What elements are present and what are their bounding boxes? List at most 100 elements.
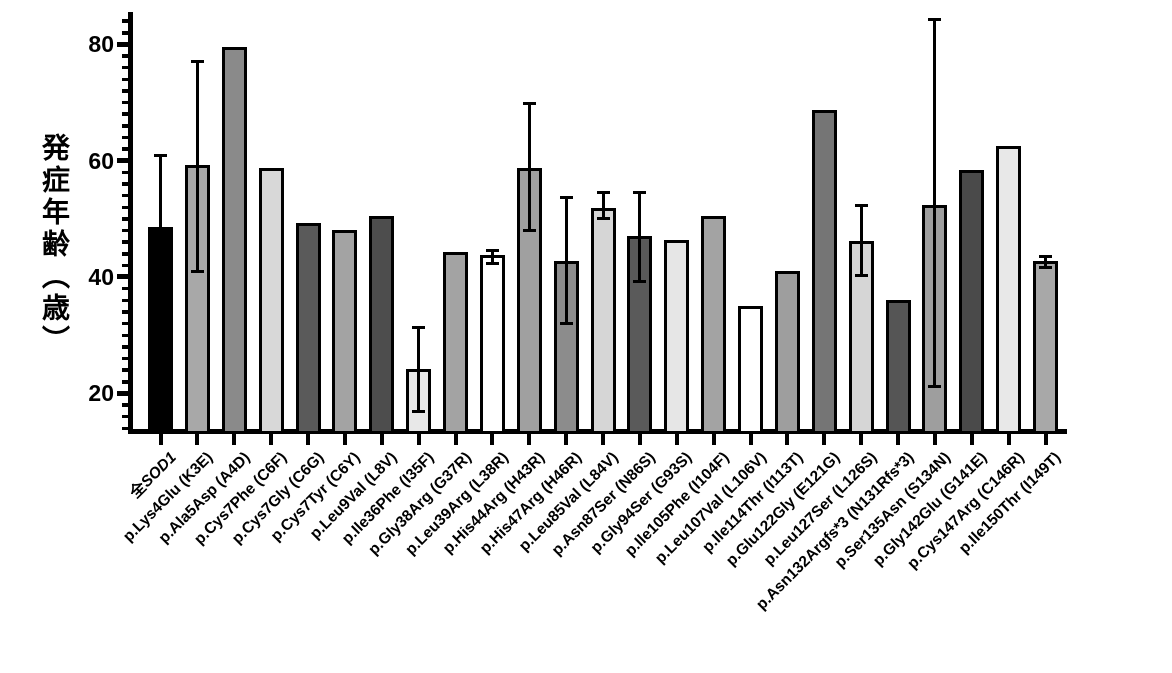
y-minor-tick [122,89,128,93]
y-tick-label: 80 [88,31,114,58]
error-bar-line [601,191,605,220]
bar [774,270,800,434]
bar [664,239,690,434]
y-minor-tick [122,65,128,70]
error-bar-line [564,197,568,324]
bar [258,168,284,434]
bar [738,305,763,434]
y-minor-tick [122,112,128,116]
bar [959,170,985,434]
error-bar-cap-bottom [190,270,204,274]
error-bar-cap-bottom [412,410,426,414]
y-minor-tick [122,54,128,58]
error-bar-cap-bottom [559,321,573,325]
x-tick [785,434,790,445]
error-bar-line [638,191,642,283]
y-major-tick [117,274,128,280]
y-minor-tick [122,380,128,384]
error-bar-line [195,61,199,273]
y-major-tick [117,390,128,396]
bar [369,216,395,434]
error-bar-cap-bottom [1039,266,1052,270]
y-minor-tick [122,403,128,407]
error-bar-cap-top [485,249,499,253]
bar [332,230,358,434]
x-tick [232,434,237,445]
y-minor-tick [122,228,128,233]
y-minor-tick [122,170,128,175]
y-minor-tick [122,124,128,128]
y-axis-title: 発症年齢（歳） [39,133,70,357]
x-tick [1006,434,1011,445]
error-bar-line [159,154,162,236]
error-bar-cap-top [559,196,573,200]
x-tick [379,434,384,445]
error-bar-cap-top [522,101,536,105]
y-minor-tick [122,426,128,431]
x-tick [932,434,937,445]
x-tick [453,434,458,445]
bar [443,252,468,434]
x-tick [637,434,642,445]
y-axis-line [128,12,133,434]
x-tick [306,434,310,445]
y-minor-tick [122,286,128,291]
error-bar-cap-top [854,204,868,208]
error-bar-cap-top [596,190,610,194]
bar [1033,260,1058,434]
bar [295,223,321,434]
error-bar-cap-top [412,326,426,330]
x-tick [158,434,163,445]
bar [590,207,616,434]
x-tick [564,434,569,445]
error-bar-line [490,250,494,265]
error-bar-line [417,327,421,413]
x-tick [822,434,827,445]
y-tick-label: 20 [88,380,114,407]
error-bar-cap-top [154,153,167,157]
x-tick [711,434,716,445]
y-minor-tick [122,217,128,221]
error-bar-cap-top [928,18,942,22]
bar [811,109,837,434]
bar [184,165,210,434]
error-bar-cap-bottom [854,274,868,278]
y-minor-tick [122,321,128,326]
y-tick-label: 40 [88,263,114,290]
y-minor-tick [122,252,128,256]
error-bar-cap-top [190,60,204,64]
bar [996,146,1022,434]
x-tick [527,434,532,445]
bar [848,241,874,434]
error-bar-cap-top [633,190,647,194]
y-minor-tick [122,135,128,140]
error-bar-line [527,102,531,232]
error-bar-cap-bottom [633,280,647,284]
y-minor-tick [122,414,128,419]
error-bar-line [933,19,937,388]
y-minor-tick [122,263,128,268]
x-tick [1043,434,1048,445]
y-minor-tick [122,368,128,372]
y-minor-tick [122,356,128,361]
x-tick [269,434,274,445]
x-tick [416,434,421,445]
x-tick [601,434,605,445]
x-tick [896,434,900,445]
y-major-tick [117,158,128,163]
y-minor-tick [122,77,128,82]
x-tick [969,434,974,445]
error-bar-cap-bottom [485,262,499,266]
y-minor-tick [122,345,128,349]
y-minor-tick [122,19,128,23]
x-tick [490,434,495,445]
y-minor-tick [122,147,128,151]
bar [479,255,505,434]
y-minor-tick [122,333,128,338]
y-minor-tick [122,100,128,105]
error-bar-cap-bottom [522,229,536,233]
error-bar-cap-bottom [928,385,942,389]
x-tick [674,434,679,445]
bar [148,227,173,434]
